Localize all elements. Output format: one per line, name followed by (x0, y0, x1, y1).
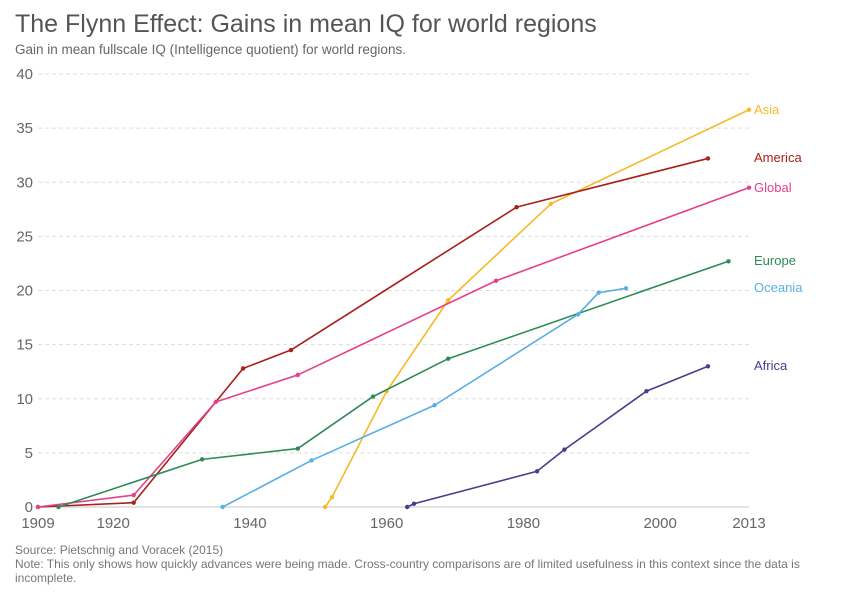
data-point[interactable] (623, 286, 629, 291)
y-axis: 0 5 10 15 20 25 30 35 40 (16, 66, 33, 516)
y-tick-label: 5 (25, 445, 33, 462)
data-point[interactable] (131, 500, 136, 505)
y-tick-label: 10 (16, 391, 33, 408)
data-point[interactable] (329, 495, 335, 500)
data-point[interactable] (56, 504, 61, 510)
data-point[interactable] (240, 366, 246, 371)
series-oceania (220, 286, 629, 510)
data-point[interactable] (295, 446, 300, 451)
data-point[interactable] (596, 290, 601, 295)
y-tick-label: 25 (16, 228, 33, 245)
series-lines (35, 107, 752, 510)
y-tick-label: 15 (16, 337, 33, 354)
series-line[interactable] (37, 157, 709, 508)
x-tick-label: 1940 (233, 515, 266, 532)
chart-subtitle: Gain in mean fullscale IQ (Intelligence … (15, 42, 406, 57)
series-labels: Asia America Global Europe Oceania Africa (754, 102, 803, 373)
series-label-oceania: Oceania (754, 280, 803, 295)
data-point[interactable] (35, 504, 41, 510)
data-point[interactable] (445, 356, 451, 361)
data-point[interactable] (220, 504, 225, 510)
note-text: Note: This only shows how quickly advanc… (15, 557, 800, 585)
x-tick-label: 1980 (507, 515, 540, 532)
data-point[interactable] (705, 364, 711, 369)
series-label-global: Global (754, 180, 792, 195)
data-point[interactable] (644, 388, 649, 394)
x-axis: 1909 1920 1940 1960 1980 2000 2013 (21, 515, 765, 532)
x-tick-label: 2000 (643, 515, 676, 532)
data-point[interactable] (411, 501, 417, 506)
data-point[interactable] (370, 394, 376, 399)
x-tick-label: 1960 (370, 515, 403, 532)
data-point[interactable] (746, 185, 752, 190)
data-point[interactable] (295, 372, 300, 378)
data-point[interactable] (534, 469, 540, 474)
series-label-africa: Africa (754, 358, 788, 373)
data-point[interactable] (575, 312, 581, 317)
y-tick-label: 40 (16, 66, 33, 83)
series-label-europe: Europe (754, 253, 796, 268)
y-tick-label: 20 (16, 283, 33, 300)
data-point[interactable] (493, 278, 499, 283)
series-america (35, 156, 711, 510)
series-asia (322, 107, 752, 510)
series-europe (56, 259, 731, 510)
y-tick-label: 0 (25, 499, 33, 516)
chart-footer: Source: Pietschnig and Voracek (2015) No… (15, 543, 815, 585)
data-point[interactable] (404, 504, 410, 510)
chart-title: The Flynn Effect: Gains in mean IQ for w… (15, 10, 597, 38)
series-line[interactable] (222, 287, 627, 508)
gridlines (38, 73, 749, 508)
data-point[interactable] (705, 156, 711, 161)
x-tick-label: 1909 (21, 515, 54, 532)
series-line[interactable] (37, 186, 750, 508)
data-point[interactable] (199, 457, 205, 462)
series-line[interactable] (58, 260, 729, 508)
data-point[interactable] (288, 347, 294, 353)
y-tick-label: 35 (16, 120, 33, 137)
series-line[interactable] (324, 108, 750, 508)
data-point[interactable] (562, 447, 567, 452)
x-tick-label: 1920 (97, 515, 130, 532)
data-point[interactable] (309, 458, 314, 463)
x-tick-label: 2013 (732, 515, 765, 532)
data-point[interactable] (514, 204, 519, 210)
data-point[interactable] (322, 504, 328, 510)
series-global (35, 185, 752, 510)
series-label-asia: Asia (754, 102, 780, 117)
series-label-america: America (754, 150, 802, 165)
series-line[interactable] (406, 365, 709, 508)
data-point[interactable] (131, 492, 136, 498)
y-tick-label: 30 (16, 174, 33, 191)
data-point[interactable] (548, 201, 553, 207)
source-text: Source: Pietschnig and Voracek (2015) (15, 543, 224, 557)
data-point[interactable] (432, 403, 437, 408)
data-point[interactable] (726, 259, 731, 264)
data-point[interactable] (445, 298, 451, 303)
data-point[interactable] (746, 107, 752, 112)
data-point[interactable] (213, 399, 218, 405)
series-africa (404, 364, 711, 510)
